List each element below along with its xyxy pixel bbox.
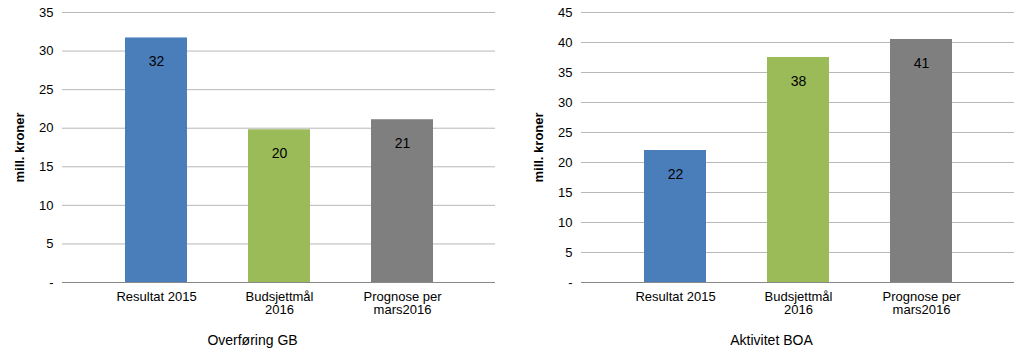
- svg-text:Budsjettmål2016: Budsjettmål2016: [765, 289, 833, 317]
- svg-text:mill. kroner: mill. kroner: [12, 112, 27, 182]
- svg-text:15: 15: [558, 185, 572, 200]
- svg-text:mill. kroner: mill. kroner: [531, 112, 546, 182]
- svg-text:20: 20: [558, 155, 572, 170]
- svg-text:30: 30: [558, 95, 572, 110]
- svg-text:38: 38: [791, 73, 807, 89]
- svg-text:-: -: [568, 275, 572, 290]
- svg-text:15: 15: [39, 159, 53, 174]
- svg-text:5: 5: [46, 236, 53, 251]
- svg-text:10: 10: [39, 198, 53, 213]
- svg-text:22: 22: [668, 166, 684, 182]
- svg-text:Budsjettmål2016: Budsjettmål2016: [246, 289, 314, 317]
- svg-text:25: 25: [39, 82, 53, 97]
- svg-text:41: 41: [914, 55, 930, 71]
- svg-text:-: -: [49, 275, 53, 290]
- svg-text:40: 40: [558, 35, 572, 50]
- svg-text:Prognose permars2016: Prognose permars2016: [363, 289, 442, 317]
- svg-text:30: 30: [39, 43, 53, 58]
- svg-text:10: 10: [558, 215, 572, 230]
- svg-text:45: 45: [558, 5, 572, 20]
- svg-text:Prognose permars2016: Prognose permars2016: [882, 289, 961, 317]
- svg-text:Resultat 2015: Resultat 2015: [635, 289, 715, 304]
- svg-text:35: 35: [39, 5, 53, 20]
- svg-text:35: 35: [558, 65, 572, 80]
- svg-text:20: 20: [272, 145, 288, 161]
- svg-text:20: 20: [39, 120, 53, 135]
- svg-text:32: 32: [149, 53, 165, 69]
- svg-text:5: 5: [565, 245, 572, 260]
- svg-text:Resultat 2015: Resultat 2015: [116, 289, 196, 304]
- svg-text:21: 21: [395, 135, 411, 151]
- svg-text:25: 25: [558, 125, 572, 140]
- html-text:Overføring GB: Overføring GB: [207, 332, 298, 348]
- html-text:Aktivitet BOA: Aktivitet BOA: [730, 332, 813, 348]
